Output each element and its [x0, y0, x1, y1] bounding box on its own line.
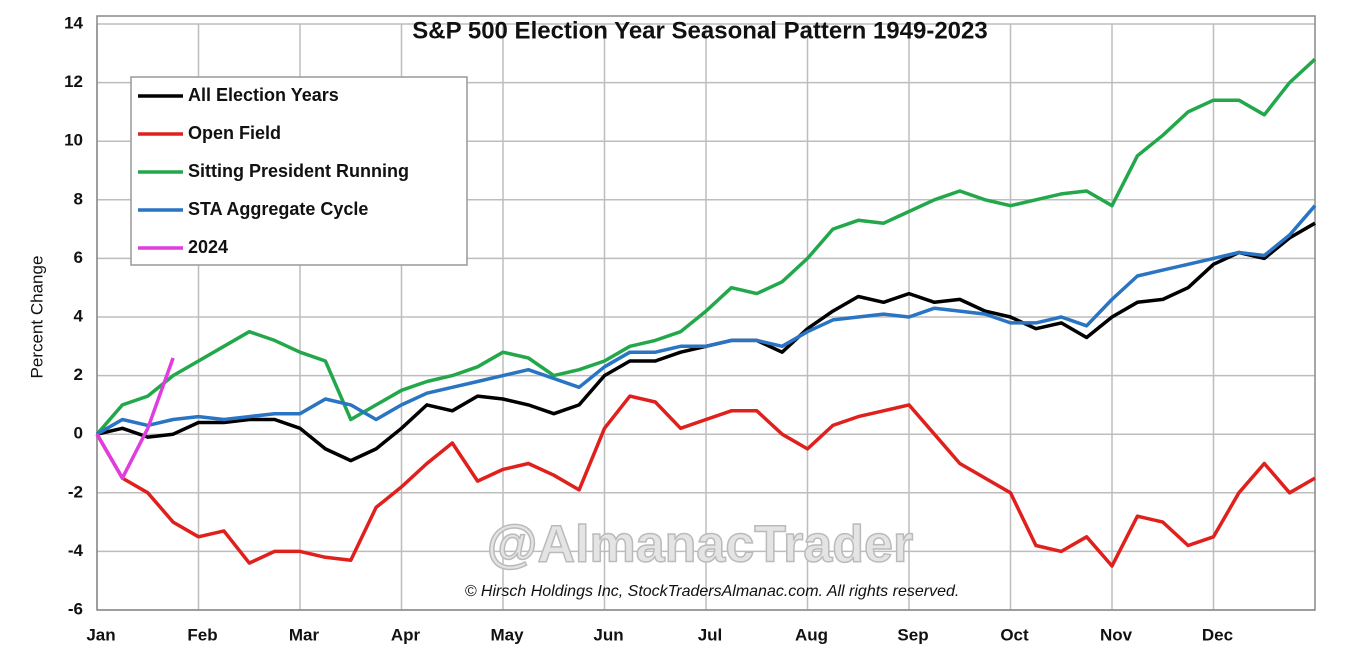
y-tick-label: 6 — [74, 248, 83, 267]
y-tick-label: 10 — [64, 131, 83, 150]
y-tick-label: -2 — [68, 482, 83, 501]
legend-box — [130, 76, 468, 266]
copyright: © Hirsch Holdings Inc, StockTradersAlman… — [465, 583, 960, 600]
chart-title: S&P 500 Election Year Seasonal Pattern 1… — [412, 17, 987, 44]
x-tick-label: Apr — [391, 625, 421, 644]
legend-label: STA Aggregate Cycle — [188, 199, 368, 219]
lines — [95, 57, 1317, 568]
y-tick-label: 4 — [74, 306, 84, 325]
series-line — [96, 204, 1317, 436]
legend-label: All Election Years — [188, 85, 339, 105]
x-tick-label: Oct — [1000, 625, 1029, 644]
y-tick-label: 14 — [64, 13, 83, 32]
x-tick-label: Mar — [289, 625, 320, 644]
series-line — [95, 394, 1316, 568]
legend-label: Open Field — [188, 123, 281, 143]
legend-label: Sitting President Running — [188, 161, 409, 181]
y-tick-label: 12 — [64, 72, 83, 91]
y-tick-label: -4 — [68, 541, 84, 560]
y-axis-label: Percent Change — [27, 256, 46, 379]
y-tick-label: 2 — [74, 365, 83, 384]
legend: All Election Years Open Field Sitting Pres… — [130, 76, 468, 266]
y-tick-label: -6 — [68, 599, 83, 618]
x-tick-label: Aug — [795, 625, 828, 644]
x-tick-label: Jan — [86, 625, 115, 644]
x-tick-label: Jun — [593, 625, 623, 644]
x-tick-label: Dec — [1202, 625, 1233, 644]
x-tick-label: Nov — [1100, 625, 1133, 644]
y-tick-label: 0 — [74, 424, 83, 443]
x-tick-label: Sep — [897, 625, 928, 644]
y-tick-label: 8 — [74, 189, 83, 208]
watermark: @AlmanacTrader — [487, 516, 913, 574]
x-tick-label: Jul — [698, 625, 723, 644]
x-tick-label: Feb — [187, 625, 217, 644]
legend-label: 2024 — [188, 237, 228, 257]
x-tick-label: May — [490, 625, 524, 644]
series-line — [95, 57, 1317, 436]
plot-frame — [96, 15, 1316, 611]
grid: -6 -4 -2 0 2 4 6 8 10 12 14 Jan Feb Mar Apr May Jun Jul Au… — [64, 13, 1316, 644]
series-line — [95, 357, 175, 480]
